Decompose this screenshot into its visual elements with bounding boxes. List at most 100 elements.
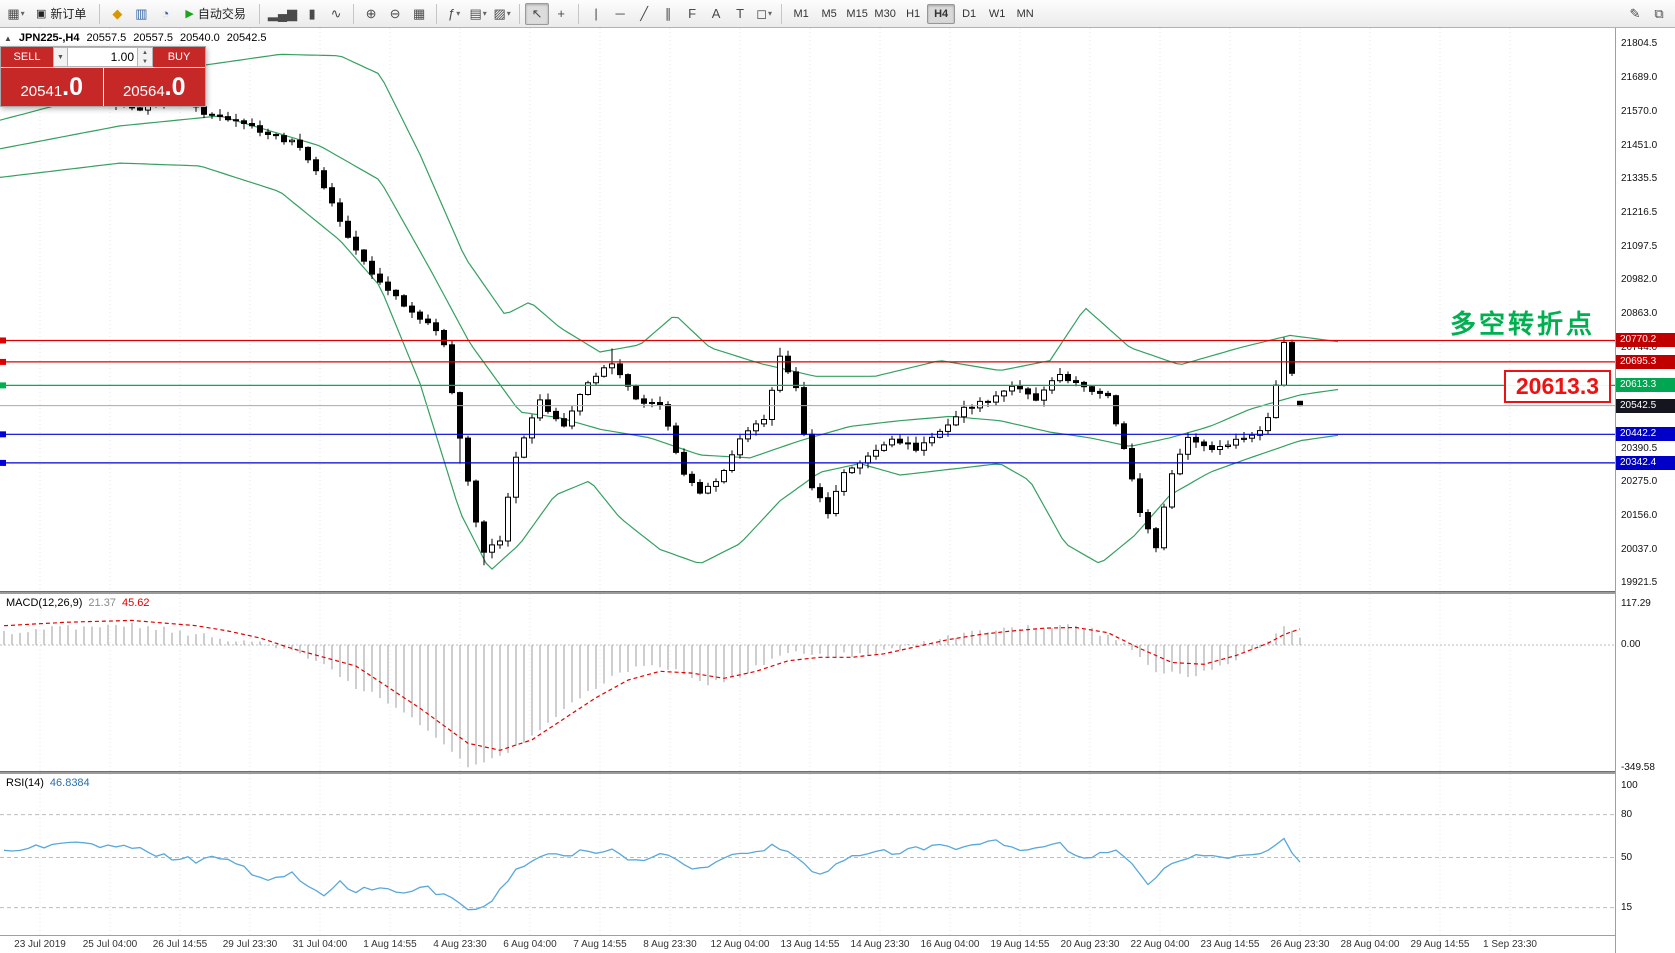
timeframe-h1[interactable]: H1 [906, 7, 921, 20]
edit-icon[interactable]: ✎ [1629, 5, 1641, 21]
price-chart-canvas[interactable] [0, 28, 1615, 592]
macd-axis-label: -349.58 [1621, 761, 1655, 773]
sell-price-button[interactable]: 20541.0 [1, 68, 104, 106]
candle [1041, 389, 1047, 401]
price-axis-label: 20275.0 [1621, 476, 1658, 488]
line-chart-icon[interactable]: ∿ [330, 5, 342, 21]
autotrading-button[interactable]: ▶ 自动交易 [177, 3, 253, 25]
zoom-out-icon[interactable]: ⊖ [389, 5, 401, 21]
periods-icon[interactable]: ▤ ▾ [469, 5, 487, 21]
templates-icon-dropdown[interactable]: ▾ [506, 9, 511, 18]
price-tag-20442.2[interactable]: 20442.2 [1616, 427, 1675, 442]
shapes-icon[interactable]: ◻ ▾ [756, 5, 773, 21]
toolbar-group: ▦ ▾ ▣ 新订单 [4, 3, 94, 25]
cursor-icon[interactable]: ↖ [525, 2, 550, 25]
price-tag-20695.3[interactable]: 20695.3 [1616, 354, 1675, 369]
indicators-icon[interactable]: ƒ ▾ [448, 6, 461, 21]
crosshair-icon[interactable]: + [557, 6, 565, 21]
templates-icon[interactable]: ▨ ▾ [493, 5, 511, 21]
order-type-dropdown[interactable]: ▼ [53, 47, 68, 67]
indicators-icon-dropdown[interactable]: ▾ [456, 9, 461, 18]
candle [905, 442, 911, 445]
shapes-icon-dropdown[interactable]: ▾ [768, 9, 773, 18]
panel-splitter[interactable] [0, 771, 1675, 774]
candle [1121, 423, 1127, 449]
time-axis-label: 20 Aug 23:30 [1060, 939, 1120, 950]
timeframe-w1[interactable]: W1 [988, 7, 1006, 20]
data-window-icon[interactable]: ◔ [161, 6, 170, 21]
market-watch-icon[interactable]: ▥ [135, 5, 148, 21]
channel-icon[interactable]: ∥ [664, 5, 672, 21]
candlestick-chart-icon[interactable]: ▮ [308, 5, 316, 21]
timeframe-mn[interactable]: MN [1016, 7, 1034, 20]
time-axis-label: 28 Aug 04:00 [1340, 939, 1400, 950]
main-toolbar: ▦ ▾ ▣ 新订单 ◆ ▥ ◔ ▶ 自动交易 ▂▄▆ ▮ ∿ ⊕ ⊖ ▦ ƒ ▾ ▤ ▾ ▨ ▾ ↖ + | ─ ╱ ∥ F A T ◻ ▾ M… [0, 0, 1675, 28]
buy-button[interactable]: BUY [153, 47, 205, 67]
candle [1161, 506, 1167, 549]
timeframe-d1[interactable]: D1 [962, 7, 977, 20]
periods-icon-dropdown[interactable]: ▾ [482, 9, 487, 18]
price-level-callout[interactable]: 20613.3 [1503, 370, 1611, 403]
chart-workspace[interactable]: ▲ JPN225-,H4 20557.5 20557.5 20540.0 205… [0, 28, 1675, 953]
candle [609, 363, 615, 369]
price-axis-label: 20156.0 [1621, 510, 1658, 522]
time-axis[interactable]: 23 Jul 2019 25 Jul 04:00 26 Jul 14:55 29 Ju… [0, 935, 1615, 953]
price-axis-label: 21804.5 [1621, 38, 1658, 50]
volume-input[interactable] [68, 48, 137, 66]
timeframe-h4[interactable]: H4 [927, 3, 956, 24]
candle [345, 220, 351, 238]
candle [337, 202, 343, 222]
collapse-icon[interactable]: ▲ [4, 33, 12, 43]
toolbar-group: ⊕ ⊖ ▦ [359, 3, 431, 25]
panel-splitter[interactable] [0, 591, 1675, 594]
tile-windows-icon[interactable]: ▦ [412, 5, 426, 21]
vertical-line-icon[interactable]: | [594, 6, 598, 21]
price-axis-label: 21570.0 [1621, 105, 1658, 117]
candle [505, 496, 511, 542]
candle [841, 472, 847, 492]
timeframe-m1[interactable]: M1 [793, 7, 809, 20]
price-tag-20613.3[interactable]: 20613.3 [1616, 378, 1675, 393]
candle [1257, 430, 1263, 436]
candle [1137, 478, 1143, 513]
volume-up-icon[interactable]: ▲ [142, 49, 148, 56]
sell-button[interactable]: SELL [1, 47, 53, 67]
time-axis-label: 22 Aug 04:00 [1130, 939, 1190, 950]
toolbar-group: ƒ ▾ ▤ ▾ ▨ ▾ [442, 3, 514, 25]
zoom-in-icon[interactable]: ⊕ [365, 5, 377, 21]
new-order-button[interactable]: ▣ 新订单 [28, 3, 94, 25]
candle [1113, 395, 1119, 425]
time-axis-label: 1 Sep 23:30 [1483, 939, 1537, 950]
horizontal-line-icon[interactable]: ─ [615, 6, 625, 21]
candle [633, 385, 639, 400]
rsi-indicator-canvas[interactable] [0, 774, 1615, 935]
fibonacci-icon[interactable]: F [688, 6, 697, 21]
text-icon[interactable]: A [711, 6, 721, 21]
price-tag-20342.4[interactable]: 20342.4 [1616, 455, 1675, 470]
timeframe-m30[interactable]: M30 [874, 7, 896, 20]
arrow-label-icon[interactable]: T [736, 6, 745, 21]
volume-stepper[interactable]: ▲ ▼ [138, 47, 153, 67]
macd-indicator-canvas[interactable] [0, 594, 1615, 772]
candle [537, 399, 543, 419]
symbol-name: JPN225-,H4 [18, 32, 80, 44]
buy-price-button[interactable]: 20564.0 [103, 68, 205, 106]
candle [817, 487, 823, 499]
price-tag-20770.2[interactable]: 20770.2 [1616, 333, 1675, 348]
new-chart-icon[interactable]: ▦ ▾ [7, 5, 25, 21]
bar-chart-icon[interactable]: ▂▄▆ [267, 5, 298, 21]
volume-down-icon[interactable]: ▼ [142, 58, 148, 65]
candle [601, 367, 607, 377]
candle [409, 305, 415, 313]
trendline-icon[interactable]: ╱ [640, 5, 649, 21]
candle [377, 273, 383, 283]
timeframe-m5[interactable]: M5 [821, 7, 837, 20]
rsi-label: RSI(14) 46.8384 [6, 777, 90, 789]
price-axis[interactable]: 21804.5 21689.0 21570.0 21451.0 21335.5 21216… [1615, 28, 1675, 953]
new-chart-icon-dropdown[interactable]: ▾ [20, 9, 25, 18]
timeframe-m15[interactable]: M15 [846, 7, 868, 20]
price-axis-label: 21451.0 [1621, 139, 1658, 151]
favorites-icon[interactable]: ◆ [112, 5, 123, 21]
workspace-icon[interactable]: ⧉ [1654, 5, 1664, 21]
horizontal-level-lines[interactable] [0, 337, 1615, 466]
